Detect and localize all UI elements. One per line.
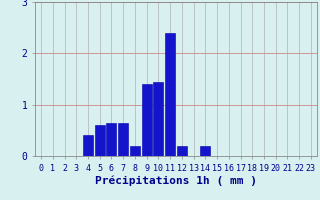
X-axis label: Précipitations 1h ( mm ): Précipitations 1h ( mm ) bbox=[95, 175, 257, 186]
Bar bbox=[83, 135, 93, 156]
Bar bbox=[95, 125, 105, 156]
Bar bbox=[177, 146, 187, 156]
Bar bbox=[118, 123, 128, 156]
Bar bbox=[107, 123, 116, 156]
Bar bbox=[153, 82, 164, 156]
Bar bbox=[200, 146, 210, 156]
Bar bbox=[130, 146, 140, 156]
Bar bbox=[165, 33, 175, 156]
Bar bbox=[142, 84, 152, 156]
